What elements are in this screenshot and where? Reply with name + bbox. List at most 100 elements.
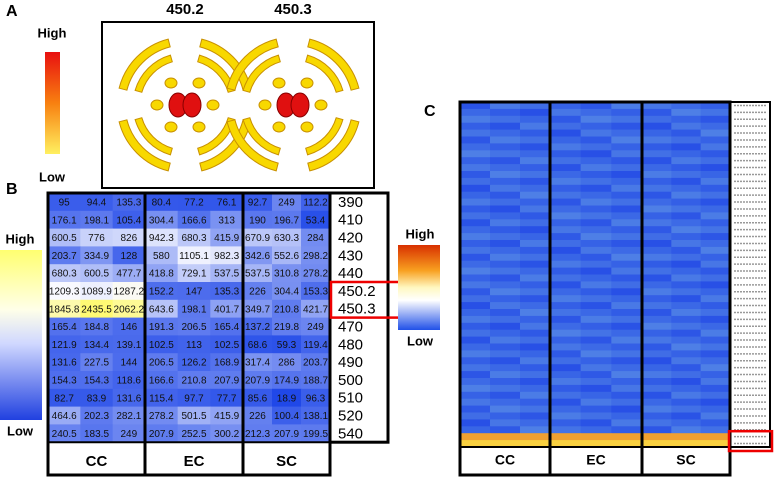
heat-cell — [177, 388, 211, 408]
heat-cell — [700, 260, 731, 268]
heat-cell — [642, 405, 672, 413]
group-label: EC — [586, 452, 605, 468]
heat-cell — [550, 288, 582, 296]
heat-cell — [671, 108, 702, 117]
heat-cell — [460, 309, 491, 317]
cell-value: 415.9 — [214, 411, 239, 422]
heat-cell — [671, 122, 702, 130]
heat-cell — [490, 322, 521, 331]
heat-cell — [550, 391, 582, 400]
heat-cell — [580, 157, 612, 165]
heat-cell — [490, 177, 521, 186]
heat-cell — [520, 102, 551, 110]
heat-cell — [550, 440, 582, 448]
heat-cell — [700, 150, 731, 158]
group-label: SC — [276, 453, 297, 470]
heat-cell — [490, 122, 521, 130]
heat-cell — [460, 260, 491, 268]
heat-cell — [642, 350, 672, 358]
heat-cell — [272, 335, 302, 354]
heat-cell — [210, 282, 244, 301]
heat-cell — [490, 295, 521, 303]
heat-cell — [177, 406, 211, 425]
cell-value: 183.5 — [84, 429, 109, 440]
cell-value: 418.8 — [149, 269, 174, 280]
heat-cell — [671, 329, 702, 337]
row-label: 430 — [338, 247, 363, 264]
heat-cell — [642, 177, 672, 186]
heat-cell — [642, 122, 672, 130]
heat-cell — [460, 440, 491, 448]
heat-cell — [611, 357, 643, 365]
heat-cell — [243, 335, 273, 354]
heat-cell — [490, 343, 521, 351]
heat-cell — [671, 191, 702, 199]
heat-cell — [80, 264, 114, 283]
heat-cell — [671, 274, 702, 282]
heat-cell — [611, 329, 643, 337]
cell-value: 282.1 — [116, 411, 141, 422]
cell-value: 184.8 — [84, 322, 109, 333]
stamen — [150, 99, 164, 111]
heat-cell — [210, 246, 244, 265]
stamen — [258, 99, 272, 111]
heat-cell — [642, 191, 672, 199]
heat-cell — [642, 378, 672, 386]
heat-cell — [671, 371, 702, 379]
row-label: 390 — [338, 194, 363, 211]
heat-cell — [520, 246, 551, 255]
heat-cell — [48, 406, 81, 425]
heat-cell — [700, 433, 731, 441]
heat-cell — [210, 406, 244, 425]
stamen — [206, 99, 220, 111]
heat-cell — [460, 281, 491, 289]
cell-value: 191.3 — [149, 322, 174, 333]
heat-cell — [611, 177, 643, 186]
heat-cell — [490, 164, 521, 172]
heat-cell — [177, 353, 211, 372]
heat-cell — [700, 164, 731, 172]
heat-cell — [580, 315, 612, 324]
heat-cell — [550, 322, 582, 331]
heat-cell — [611, 115, 643, 124]
heat-cell — [700, 143, 731, 151]
heat-cell — [580, 378, 612, 386]
heat-cell — [550, 364, 582, 372]
heat-cell — [671, 281, 702, 289]
heat-cell — [671, 219, 702, 227]
heat-cell — [490, 226, 521, 234]
cell-value: 310.8 — [274, 269, 299, 280]
panel-a-box — [101, 21, 375, 189]
heat-cell — [490, 419, 521, 427]
heat-cell — [580, 350, 612, 358]
legend-low: Low — [39, 169, 66, 184]
group-label: SC — [676, 452, 695, 468]
cell-value: 168.9 — [214, 358, 239, 369]
sepal — [226, 38, 279, 91]
heat-cell — [48, 299, 81, 319]
heat-cell — [700, 405, 731, 413]
heat-cell — [580, 440, 612, 448]
heat-cell — [671, 412, 702, 420]
legend-gradient — [45, 52, 60, 154]
heat-cell — [177, 371, 211, 390]
heat-cell — [301, 246, 331, 265]
cell-value: 153.3 — [303, 287, 328, 298]
heat-cell — [611, 295, 643, 303]
heat-cell — [642, 136, 672, 144]
cell-value: 349.7 — [245, 304, 270, 315]
heat-cell — [80, 406, 114, 425]
heat-cell — [580, 419, 612, 427]
heat-cell — [580, 274, 612, 282]
heat-cell — [210, 193, 244, 212]
heat-cell — [550, 177, 582, 186]
heat-cell — [580, 398, 612, 406]
heat-cell — [642, 440, 672, 448]
cell-value: 147 — [186, 287, 203, 298]
cell-value: 207.9 — [214, 376, 239, 387]
stamen — [192, 77, 206, 89]
heat-cell — [490, 274, 521, 282]
heat-cell — [520, 343, 551, 351]
heat-cell — [580, 336, 612, 344]
